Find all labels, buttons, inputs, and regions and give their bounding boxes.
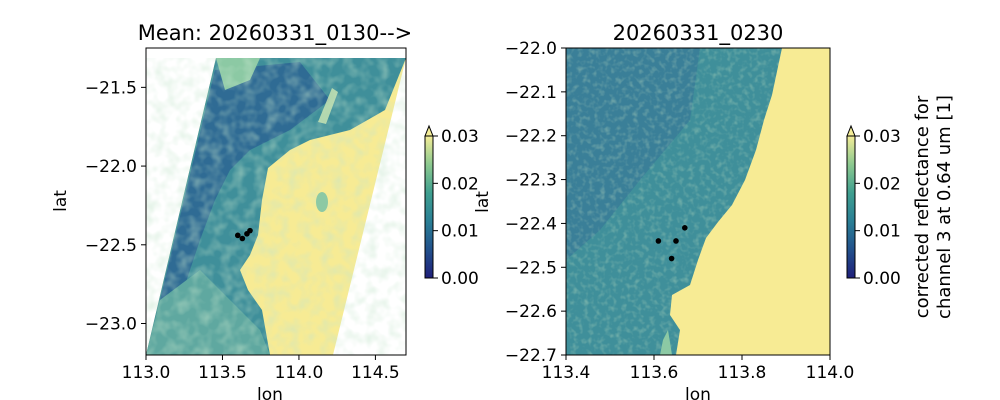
y-tick-label: −22.5	[85, 236, 137, 256]
site-point	[673, 238, 679, 244]
y-tick-label: −23.0	[85, 315, 137, 335]
panel1-ylabel: lat	[51, 190, 71, 212]
panel2-ylabel: lat	[473, 191, 493, 213]
x-tick-label: 113.4	[542, 363, 591, 383]
site-point	[247, 227, 253, 234]
y-tick-label: −22.0	[85, 157, 137, 177]
y-tick-label: −22.7	[505, 346, 557, 366]
panel2-title: 20260331_0230	[613, 21, 784, 46]
x-tick-label: 113.8	[718, 363, 767, 383]
y-tick-label: −22.2	[505, 127, 557, 147]
panel1-frame	[145, 47, 407, 356]
panel1-colorbar: 0.00 0.01 0.02 0.03	[424, 124, 479, 289]
x-tick-label: 113.0	[122, 363, 171, 383]
x-tick-label: 114.5	[351, 363, 400, 383]
panel2-image	[566, 48, 830, 355]
y-tick-label: −21.5	[85, 78, 137, 98]
panel2-x-ticks: 113.4 113.6 113.8 114.0	[542, 355, 855, 383]
x-tick-label: 114.0	[806, 363, 855, 383]
colorbar2-ticks: 0.00 0.01 0.02 0.03	[855, 127, 901, 289]
colorbar-tick-label: 0.00	[863, 269, 901, 289]
colorbar1-ticks: 0.00 0.01 0.02 0.03	[433, 127, 479, 289]
panel1-x-ticks: 113.0 113.5 114.0 114.5	[122, 355, 400, 383]
colorbar-tick-label: 0.03	[863, 127, 901, 147]
y-tick-label: −22.5	[505, 258, 557, 278]
site-point	[234, 232, 241, 239]
panel-0230: 20260331_0230 113.4 113.6 113.8 114.0 −22.0…	[473, 21, 955, 400]
colorbar2-label-line2: channel 3 at 0.64 um [1]	[934, 95, 955, 319]
panel2-xlabel: lon	[685, 385, 711, 400]
y-tick-label: −22.0	[505, 39, 557, 59]
panel1-xlabel: lon	[257, 385, 283, 400]
panel-mean: Mean: 20260331_0130--> 113.0 113.5 114.0 11…	[51, 21, 479, 400]
colorbar-tick-label: 0.03	[441, 127, 479, 147]
site-point	[682, 225, 688, 231]
site-point	[239, 235, 246, 242]
panel2-frame	[565, 47, 831, 356]
x-tick-label: 113.5	[198, 363, 247, 383]
x-tick-label: 114.0	[275, 363, 324, 383]
panel2-colorbar: 0.00 0.01 0.02 0.03 corrected reflectance f…	[846, 95, 955, 319]
panel1-y-ticks: −21.5 −22.0 −22.5 −23.0	[85, 78, 146, 335]
panel1-image	[146, 58, 406, 355]
y-tick-label: −22.4	[505, 214, 557, 234]
colorbar2-label-line1: corrected reflectance for	[912, 95, 933, 318]
colorbar-tick-label: 0.01	[441, 222, 479, 242]
site-point	[668, 255, 675, 262]
panel2-points	[655, 225, 688, 262]
y-tick-label: −22.3	[505, 171, 557, 191]
y-tick-label: −22.6	[505, 302, 557, 322]
colorbar-tick-label: 0.01	[863, 222, 901, 242]
colorbar-tick-label: 0.02	[863, 174, 901, 194]
x-tick-label: 113.6	[630, 363, 679, 383]
y-tick-label: −22.1	[505, 83, 557, 103]
colorbar-tick-label: 0.00	[441, 269, 479, 289]
site-point	[655, 238, 662, 244]
panel1-title: Mean: 20260331_0130-->	[138, 21, 413, 46]
colorbar-tick-label: 0.02	[441, 174, 479, 194]
panel2-y-ticks: −22.0 −22.1 −22.2 −22.3 −22.4 −22.5 −22.6 −22.7	[505, 39, 566, 366]
panel1-points	[234, 227, 253, 242]
